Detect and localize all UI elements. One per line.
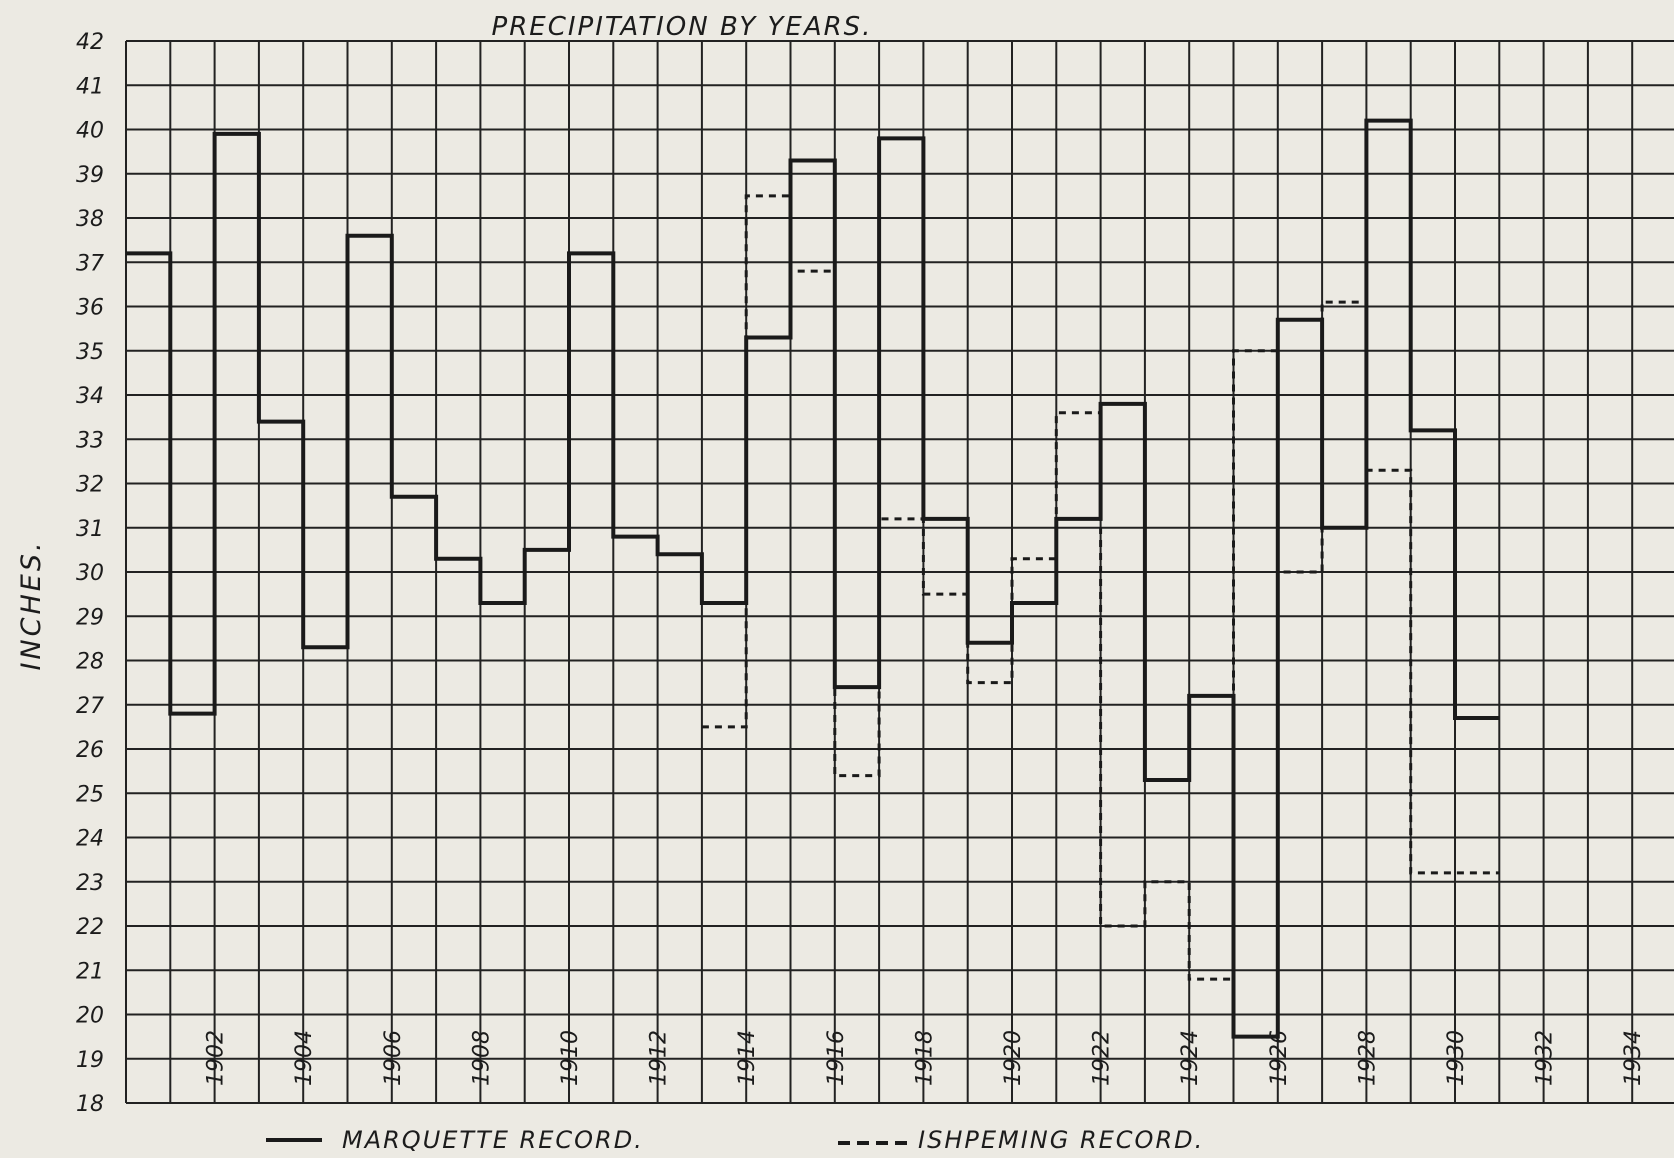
x-tick-label: 1908 xyxy=(469,1030,494,1086)
y-tick-label: 36 xyxy=(76,296,104,321)
y-tick-label: 24 xyxy=(76,827,104,852)
y-tick-label: 29 xyxy=(76,605,104,630)
chart-title: PRECIPITATION BY YEARS. xyxy=(492,12,873,42)
y-tick-label: 27 xyxy=(76,694,104,719)
x-tick-label: 1910 xyxy=(558,1030,583,1086)
y-tick-label: 18 xyxy=(76,1092,104,1117)
x-tick-label: 1922 xyxy=(1090,1030,1115,1086)
legend-marquette-label: MARQUETTE RECORD. xyxy=(342,1126,644,1154)
x-tick-label: 1934 xyxy=(1621,1030,1646,1086)
x-tick-label: 1932 xyxy=(1533,1030,1558,1086)
y-tick-label: 20 xyxy=(76,1004,104,1029)
y-tick-label: 22 xyxy=(76,915,104,940)
marquette-series xyxy=(126,118,1500,1039)
y-tick-label: 33 xyxy=(76,428,104,453)
x-tick-label: 1916 xyxy=(824,1030,849,1086)
x-tick-label: 1912 xyxy=(647,1030,672,1086)
x-tick-labels: 1902 1904 1906 1908 1910 1912 1914 1916 1918 1920… xyxy=(204,1030,1647,1086)
y-tick-label: 21 xyxy=(76,959,104,984)
x-tick-label: 1914 xyxy=(735,1030,760,1086)
y-tick-labels: 18 19 20 21 22 23 24 25 26 27 28 29 30 31 32 33 34 35 36 37… xyxy=(76,30,104,1117)
x-tick-label: 1924 xyxy=(1178,1030,1203,1086)
x-tick-label: 1906 xyxy=(381,1030,406,1086)
y-tick-label: 30 xyxy=(76,561,104,586)
y-tick-label: 32 xyxy=(76,473,104,498)
legend-ishpeming-label: ISHPEMING RECORD. xyxy=(918,1126,1204,1154)
y-tick-label: 41 xyxy=(76,74,104,99)
x-tick-label: 1904 xyxy=(292,1030,317,1086)
y-tick-label: 31 xyxy=(76,517,104,542)
y-tick-label: 23 xyxy=(76,871,104,896)
legend: MARQUETTE RECORD. ISHPEMING RECORD. xyxy=(266,1126,1204,1154)
y-tick-label: 37 xyxy=(76,251,104,276)
x-tick-label: 1918 xyxy=(912,1030,937,1086)
y-tick-label: 39 xyxy=(76,163,104,188)
y-tick-label: 26 xyxy=(76,738,104,763)
x-tick-label: 1902 xyxy=(204,1030,229,1086)
y-tick-label: 34 xyxy=(76,384,104,409)
marquette-step-line xyxy=(126,118,1500,1039)
y-tick-label: 35 xyxy=(76,340,104,365)
y-tick-label: 42 xyxy=(76,30,104,55)
x-tick-label: 1926 xyxy=(1267,1030,1292,1086)
x-tick-label: 1930 xyxy=(1444,1030,1469,1086)
y-tick-label: 19 xyxy=(76,1048,104,1073)
y-tick-label: 40 xyxy=(76,119,104,144)
x-tick-label: 1920 xyxy=(1001,1030,1026,1086)
y-axis-label: INCHES. xyxy=(16,539,47,670)
y-tick-label: 38 xyxy=(76,207,104,232)
x-tick-label: 1928 xyxy=(1355,1030,1380,1086)
y-tick-label: 28 xyxy=(76,650,104,675)
grid xyxy=(125,40,1674,1104)
y-tick-label: 25 xyxy=(76,782,104,807)
